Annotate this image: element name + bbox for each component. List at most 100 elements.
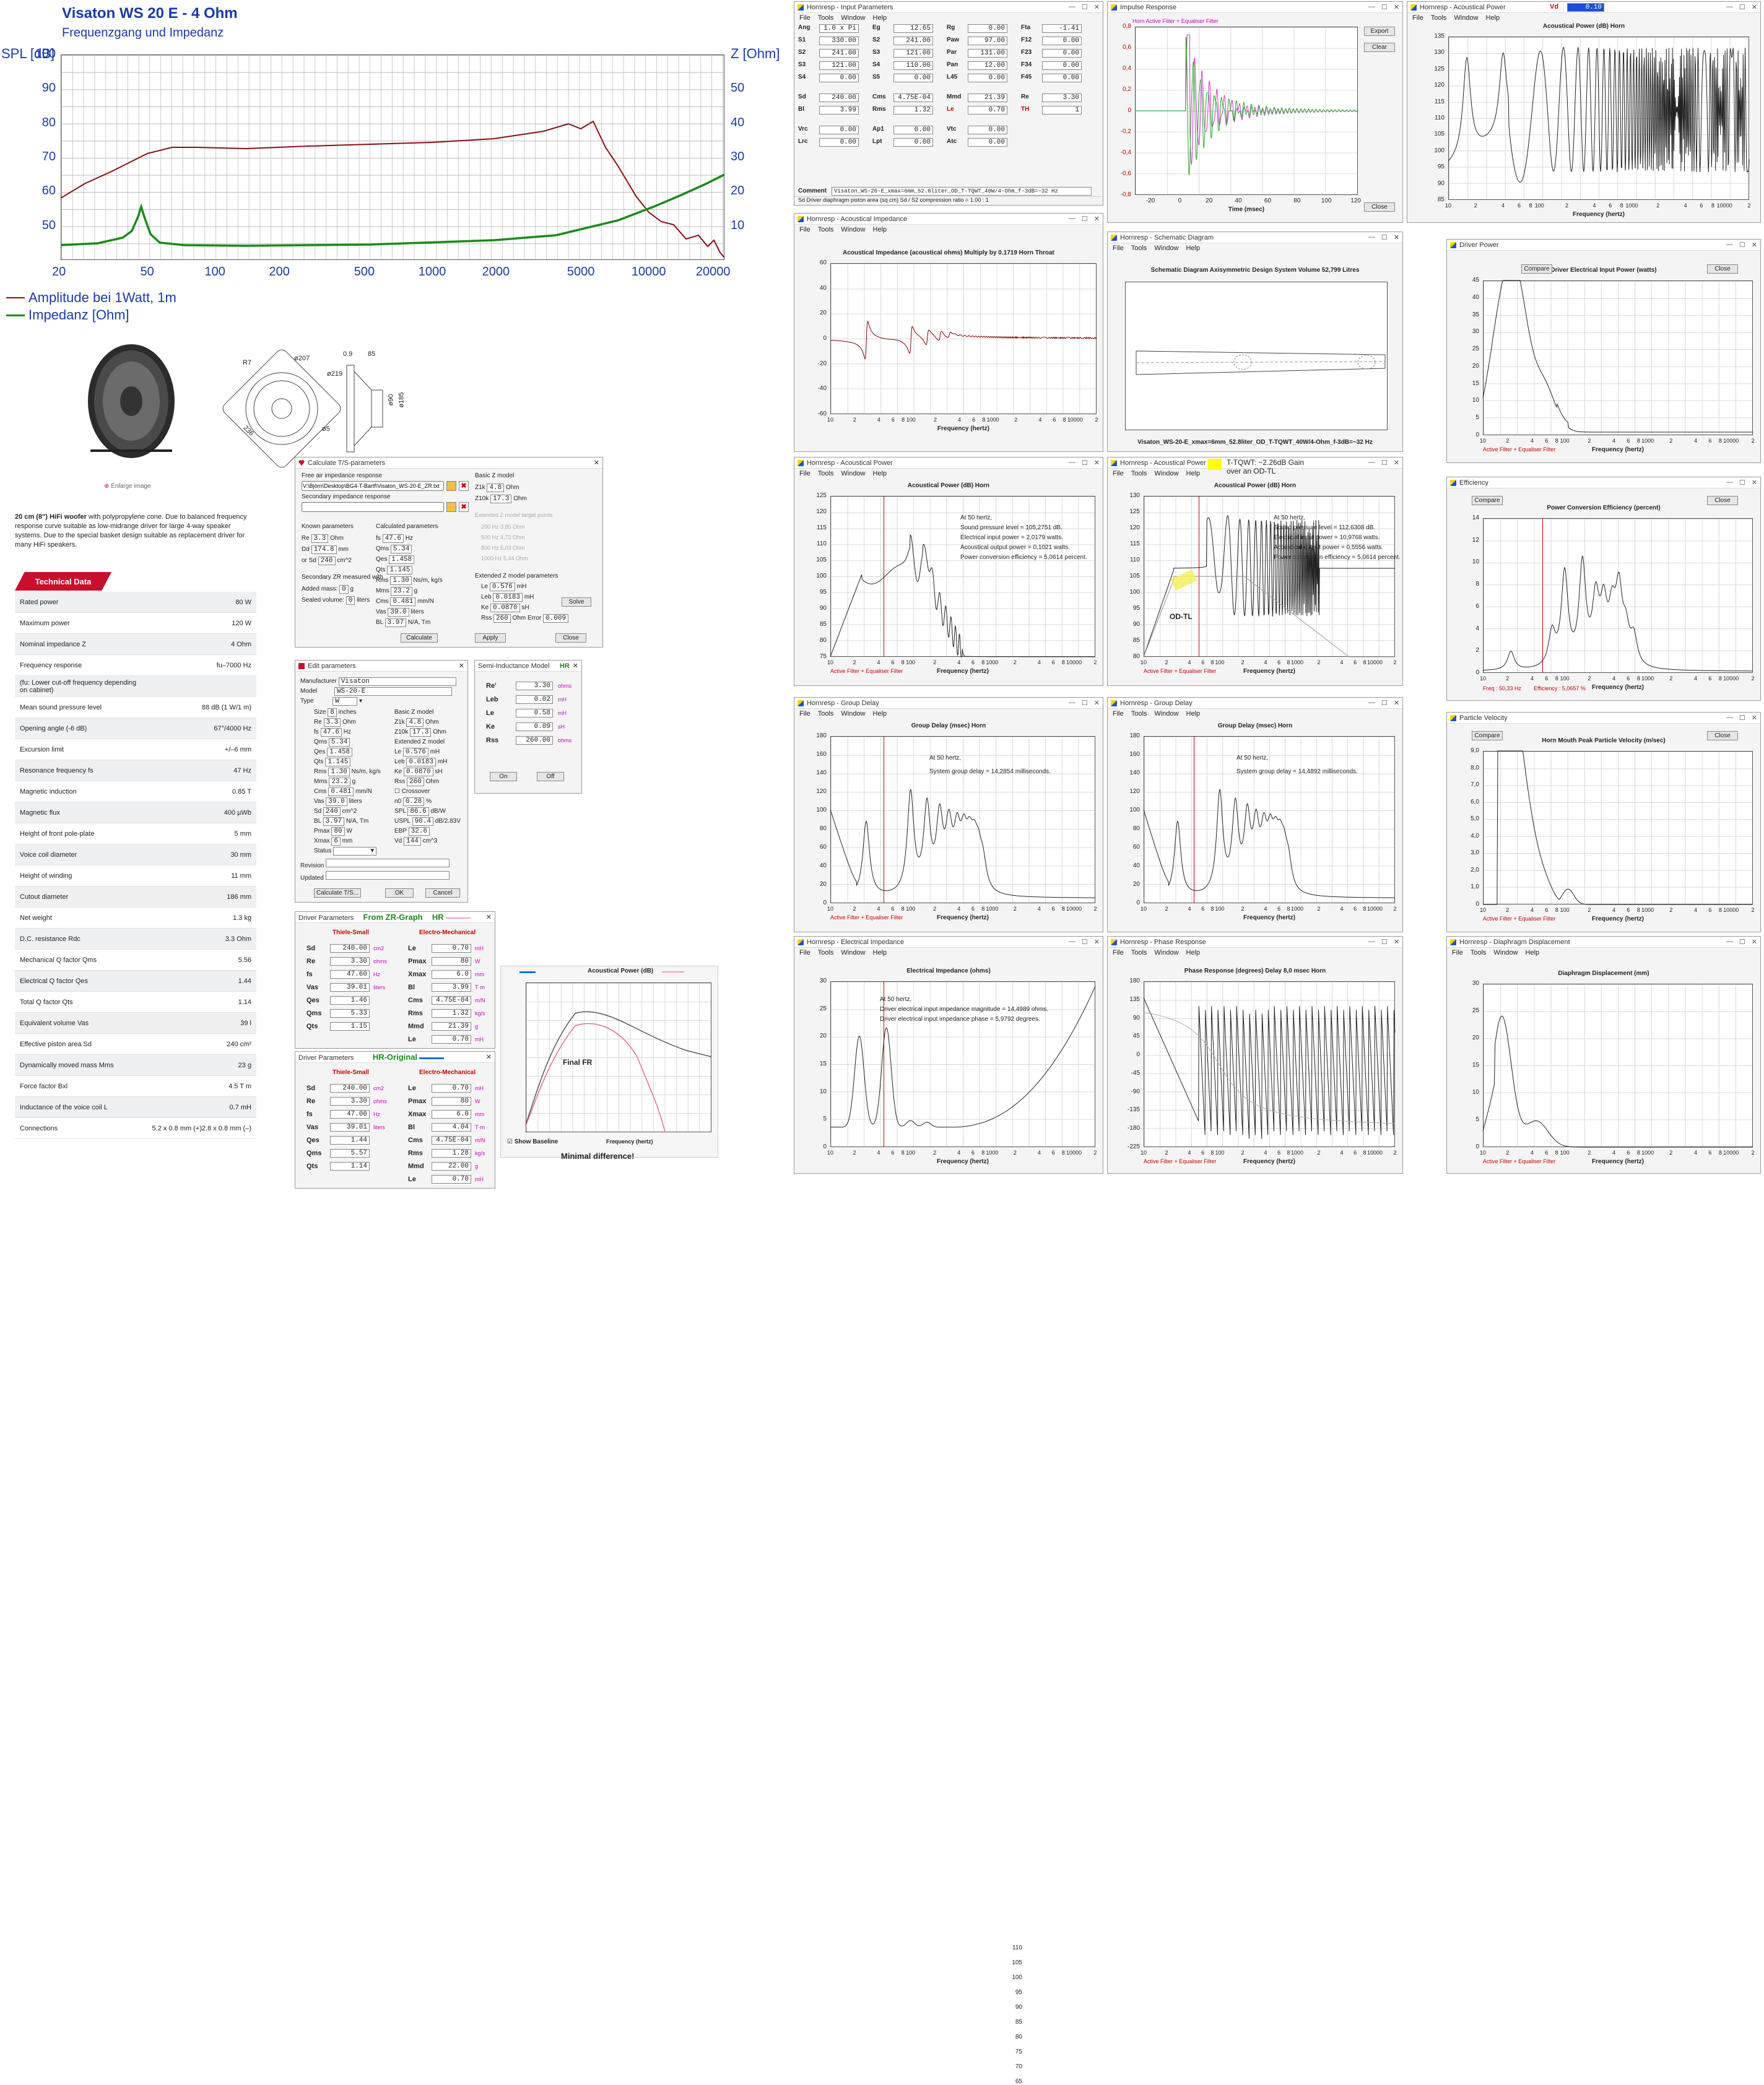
menu-tools[interactable]: Tools <box>1470 949 1487 956</box>
minimize-icon[interactable]: — <box>1368 699 1375 706</box>
close-icon[interactable]: ✕ <box>572 662 578 670</box>
param-value[interactable]: 0.00 <box>893 138 933 147</box>
close-icon[interactable]: ✕ <box>1093 4 1100 11</box>
menu-file[interactable]: File <box>1113 949 1124 956</box>
menu-tools[interactable]: Tools <box>1131 245 1147 252</box>
close-icon[interactable]: ✕ <box>1393 459 1399 467</box>
calculate-ts-button[interactable]: Calculate T/S... <box>314 888 361 898</box>
semi-inductance-window[interactable]: Semi-Inductance Model HR ✕ Re' 3.30 ohms Leb 0… <box>474 660 582 794</box>
efficiency-window[interactable]: Efficiency — ☐ ✕ Power Conversion Efficiency… <box>1446 477 1761 701</box>
close-icon[interactable]: ✕ <box>593 459 599 467</box>
param-value[interactable]: 110.00 <box>893 61 933 70</box>
close-icon[interactable]: ✕ <box>1393 938 1399 946</box>
menu-tools[interactable]: Tools <box>1430 14 1447 22</box>
param-value[interactable]: 12.00 <box>968 61 1007 70</box>
window-controls[interactable]: — ☐ ✕ <box>1069 938 1100 946</box>
param-value[interactable]: 0.00 <box>968 126 1007 134</box>
menu-file[interactable]: File <box>1113 710 1124 717</box>
menu-window[interactable]: Window <box>1154 949 1179 956</box>
menu-file[interactable]: File <box>799 710 810 717</box>
frequency-marker[interactable] <box>1542 518 1543 673</box>
maximize-icon[interactable]: ☐ <box>1381 234 1388 241</box>
param-value[interactable]: 0.00 <box>893 126 933 134</box>
param-value[interactable]: 6.0 <box>432 969 471 979</box>
menu-tools[interactable]: Tools <box>1131 470 1147 477</box>
maximize-icon[interactable]: ☐ <box>1381 4 1388 11</box>
menu-file[interactable]: File <box>1412 14 1423 22</box>
menu-file[interactable]: File <box>799 470 810 477</box>
window-controls[interactable]: — ☐ ✕ <box>1069 699 1100 707</box>
param-value[interactable]: 0.00 <box>1042 61 1082 70</box>
param-value[interactable]: 0.70 <box>432 1174 471 1184</box>
comment-input[interactable]: Visaton_WS-20-E_xmax=6mm_52.8liter_OD_T-… <box>832 187 1092 196</box>
param-value[interactable]: 0.70 <box>432 1083 471 1093</box>
param-value[interactable]: 1.15 <box>330 1021 370 1031</box>
driver-power-window[interactable]: Driver Power — ☐ ✕ Driver Electrical Input P… <box>1446 239 1761 463</box>
clear-icon[interactable]: ✖ <box>459 481 469 491</box>
maximize-icon[interactable]: ☐ <box>1081 4 1088 11</box>
param-value[interactable]: 240.00 <box>330 943 370 953</box>
param-value[interactable]: 1.32 <box>893 106 933 115</box>
param-value[interactable]: 0.70 <box>432 1034 471 1044</box>
close-icon[interactable]: ✕ <box>1093 459 1100 467</box>
folder-icon[interactable] <box>446 502 456 512</box>
menu-help[interactable]: Help <box>1186 949 1201 956</box>
param-value[interactable]: 1.28 <box>432 1148 471 1158</box>
menu-help[interactable]: Help <box>1186 710 1201 717</box>
close-button[interactable]: Close <box>1707 731 1738 740</box>
menu-window[interactable]: Window <box>841 470 866 477</box>
menu-tools[interactable]: Tools <box>1131 949 1147 956</box>
maximize-icon[interactable]: ☐ <box>1081 938 1088 946</box>
semi-value[interactable]: 3.30 <box>516 682 553 690</box>
param-value[interactable]: 0.00 <box>968 74 1007 82</box>
minimize-icon[interactable]: — <box>1726 241 1733 248</box>
maximize-icon[interactable]: ☐ <box>1739 714 1745 722</box>
particle-velocity-window[interactable]: Particle Velocity — ☐ ✕ Horn Mouth Peak Part… <box>1446 712 1761 932</box>
ok-button[interactable]: OK <box>385 888 414 898</box>
maximize-icon[interactable]: ☐ <box>1739 241 1745 249</box>
window-controls[interactable]: — ☐ ✕ <box>1368 233 1399 241</box>
semi-value[interactable]: 260.00 <box>516 736 553 745</box>
param-value[interactable]: 5.57 <box>330 1148 370 1158</box>
menu-file[interactable]: File <box>1113 470 1124 477</box>
menu-help[interactable]: Help <box>1186 245 1201 252</box>
menu-window[interactable]: Window <box>1454 14 1479 22</box>
enlarge-link[interactable]: ⊕ Enlarge image <box>104 483 151 490</box>
menu-tools[interactable]: Tools <box>817 226 834 233</box>
window-controls[interactable]: — ☐ ✕ <box>1726 938 1757 946</box>
group-delay-window-2[interactable]: Hornresp - Group Delay — ☐ ✕ File Tools Window… <box>1107 697 1403 932</box>
param-value[interactable]: 1.0 x Pi <box>819 24 859 33</box>
param-value[interactable]: 240.00 <box>819 93 859 102</box>
close-icon[interactable]: ✕ <box>1393 700 1399 707</box>
param-value[interactable]: 0.70 <box>968 106 1007 115</box>
param-value[interactable]: 47.60 <box>330 969 370 979</box>
minimize-icon[interactable]: — <box>1726 479 1733 486</box>
menu-file[interactable]: File <box>799 14 810 22</box>
compare-button[interactable]: Compare <box>1472 731 1503 740</box>
cancel-button[interactable]: Cancel <box>425 888 460 898</box>
param-value[interactable]: 21.39 <box>968 93 1007 102</box>
window-controls[interactable]: — ☐ ✕ <box>1726 241 1757 249</box>
tech-data-tab[interactable]: Technical Data <box>15 572 111 591</box>
minimize-icon[interactable]: — <box>1726 3 1733 11</box>
close-icon[interactable]: ✕ <box>1393 4 1399 11</box>
semi-value[interactable]: 0.09 <box>516 722 553 731</box>
param-value[interactable]: 4.75E-04 <box>432 1135 471 1145</box>
param-value[interactable]: 330.00 <box>819 37 859 45</box>
menu-help[interactable]: Help <box>872 470 887 477</box>
menu-help[interactable]: Help <box>1525 949 1540 956</box>
menu-help[interactable]: Help <box>872 226 887 233</box>
off-button[interactable]: Off <box>537 772 564 781</box>
param-value[interactable]: 97.00 <box>968 37 1007 45</box>
param-value[interactable]: 0.00 <box>1042 37 1082 45</box>
menu-tools[interactable]: Tools <box>817 949 834 956</box>
param-value[interactable]: 12.65 <box>893 24 933 33</box>
menu-file[interactable]: File <box>1452 949 1463 956</box>
close-icon[interactable]: ✕ <box>1093 700 1100 707</box>
menu-file[interactable]: File <box>799 949 810 956</box>
menu-window[interactable]: Window <box>1154 470 1179 477</box>
window-controls[interactable]: — ☐ ✕ <box>1726 479 1757 487</box>
minimize-icon[interactable]: — <box>1068 459 1075 466</box>
param-value[interactable]: 0.00 <box>1042 74 1082 82</box>
secondary-path-input[interactable] <box>302 502 444 512</box>
